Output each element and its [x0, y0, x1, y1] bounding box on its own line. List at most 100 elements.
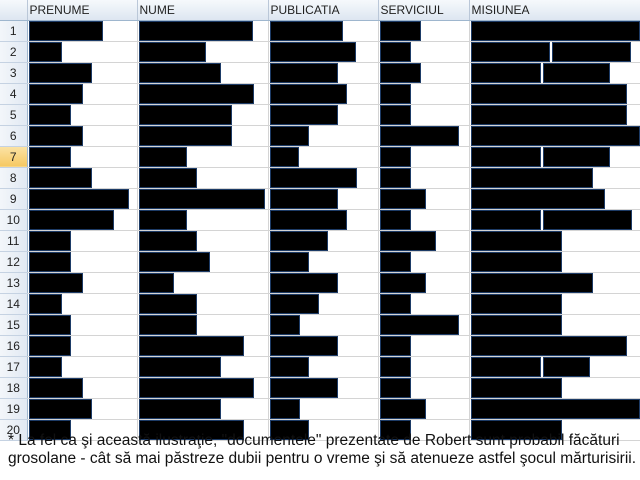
cell-prenume[interactable] — [27, 146, 138, 168]
cell-publicatia[interactable] — [268, 398, 379, 420]
cell-prenume[interactable] — [27, 251, 138, 273]
row-header[interactable]: 11 — [0, 230, 28, 252]
row-header[interactable]: 20 — [0, 419, 28, 441]
row-header[interactable]: 8 — [0, 167, 28, 189]
cell-publicatia[interactable] — [268, 125, 379, 147]
cell-misiunea[interactable] — [469, 209, 640, 231]
cell-publicatia[interactable] — [268, 209, 379, 231]
cell-prenume[interactable] — [27, 377, 138, 399]
cell-prenume[interactable] — [27, 41, 138, 63]
cell-publicatia[interactable] — [268, 20, 379, 42]
cell-serviciul[interactable] — [378, 41, 470, 63]
cell-publicatia[interactable] — [268, 62, 379, 84]
cell-misiunea[interactable] — [469, 41, 640, 63]
row-header[interactable]: 10 — [0, 209, 28, 231]
cell-publicatia[interactable] — [268, 251, 379, 273]
row-header[interactable]: 15 — [0, 314, 28, 336]
cell-serviciul[interactable] — [378, 293, 470, 315]
cell-prenume[interactable] — [27, 83, 138, 105]
cell-serviciul[interactable] — [378, 230, 470, 252]
cell-misiunea[interactable] — [469, 230, 640, 252]
row-header[interactable]: 2 — [0, 41, 28, 63]
cell-serviciul[interactable] — [378, 20, 470, 42]
row-header[interactable]: 19 — [0, 398, 28, 420]
cell-misiunea[interactable] — [469, 356, 640, 378]
cell-prenume[interactable] — [27, 230, 138, 252]
cell-misiunea[interactable] — [469, 398, 640, 420]
cell-misiunea[interactable] — [469, 293, 640, 315]
cell-publicatia[interactable] — [268, 272, 379, 294]
cell-misiunea[interactable] — [469, 419, 640, 441]
row-header[interactable]: 6 — [0, 125, 28, 147]
cell-nume[interactable] — [137, 377, 269, 399]
cell-prenume[interactable] — [27, 125, 138, 147]
cell-misiunea[interactable] — [469, 377, 640, 399]
cell-publicatia[interactable] — [268, 83, 379, 105]
row-header[interactable]: 12 — [0, 251, 28, 273]
cell-nume[interactable] — [137, 209, 269, 231]
row-header[interactable]: 4 — [0, 83, 28, 105]
cell-serviciul[interactable] — [378, 398, 470, 420]
cell-publicatia[interactable] — [268, 377, 379, 399]
row-header[interactable]: 9 — [0, 188, 28, 210]
cell-serviciul[interactable] — [378, 83, 470, 105]
cell-misiunea[interactable] — [469, 314, 640, 336]
cell-serviciul[interactable] — [378, 335, 470, 357]
cell-misiunea[interactable] — [469, 335, 640, 357]
cell-serviciul[interactable] — [378, 314, 470, 336]
cell-nume[interactable] — [137, 125, 269, 147]
cell-misiunea[interactable] — [469, 83, 640, 105]
cell-prenume[interactable] — [27, 314, 138, 336]
cell-publicatia[interactable] — [268, 230, 379, 252]
cell-publicatia[interactable] — [268, 41, 379, 63]
row-header[interactable]: 5 — [0, 104, 28, 126]
cell-misiunea[interactable] — [469, 188, 640, 210]
cell-publicatia[interactable] — [268, 188, 379, 210]
cell-publicatia[interactable] — [268, 314, 379, 336]
row-header[interactable]: 7 — [0, 146, 28, 168]
cell-serviciul[interactable] — [378, 167, 470, 189]
cell-nume[interactable] — [137, 398, 269, 420]
cell-prenume[interactable] — [27, 398, 138, 420]
cell-nume[interactable] — [137, 293, 269, 315]
cell-serviciul[interactable] — [378, 209, 470, 231]
column-header-misiunea[interactable]: MISIUNEA — [469, 0, 640, 21]
column-header-publicatia[interactable]: PUBLICATIA — [268, 0, 379, 21]
cell-misiunea[interactable] — [469, 104, 640, 126]
column-header-nume[interactable]: NUME — [137, 0, 269, 21]
cell-serviciul[interactable] — [378, 104, 470, 126]
cell-prenume[interactable] — [27, 188, 138, 210]
cell-misiunea[interactable] — [469, 20, 640, 42]
row-header[interactable]: 3 — [0, 62, 28, 84]
cell-nume[interactable] — [137, 146, 269, 168]
cell-misiunea[interactable] — [469, 167, 640, 189]
cell-nume[interactable] — [137, 41, 269, 63]
select-all-corner[interactable] — [0, 0, 28, 21]
cell-nume[interactable] — [137, 62, 269, 84]
cell-prenume[interactable] — [27, 356, 138, 378]
row-header[interactable]: 13 — [0, 272, 28, 294]
cell-nume[interactable] — [137, 335, 269, 357]
cell-nume[interactable] — [137, 104, 269, 126]
cell-nume[interactable] — [137, 167, 269, 189]
cell-serviciul[interactable] — [378, 146, 470, 168]
cell-serviciul[interactable] — [378, 356, 470, 378]
row-header[interactable]: 18 — [0, 377, 28, 399]
cell-publicatia[interactable] — [268, 335, 379, 357]
cell-publicatia[interactable] — [268, 104, 379, 126]
cell-prenume[interactable] — [27, 272, 138, 294]
cell-publicatia[interactable] — [268, 146, 379, 168]
row-header[interactable]: 14 — [0, 293, 28, 315]
cell-serviciul[interactable] — [378, 272, 470, 294]
cell-misiunea[interactable] — [469, 251, 640, 273]
cell-misiunea[interactable] — [469, 125, 640, 147]
cell-prenume[interactable] — [27, 20, 138, 42]
cell-serviciul[interactable] — [378, 188, 470, 210]
row-header[interactable]: 17 — [0, 356, 28, 378]
row-header[interactable]: 1 — [0, 20, 28, 42]
cell-misiunea[interactable] — [469, 62, 640, 84]
cell-nume[interactable] — [137, 188, 269, 210]
cell-nume[interactable] — [137, 314, 269, 336]
cell-publicatia[interactable] — [268, 356, 379, 378]
cell-serviciul[interactable] — [378, 377, 470, 399]
